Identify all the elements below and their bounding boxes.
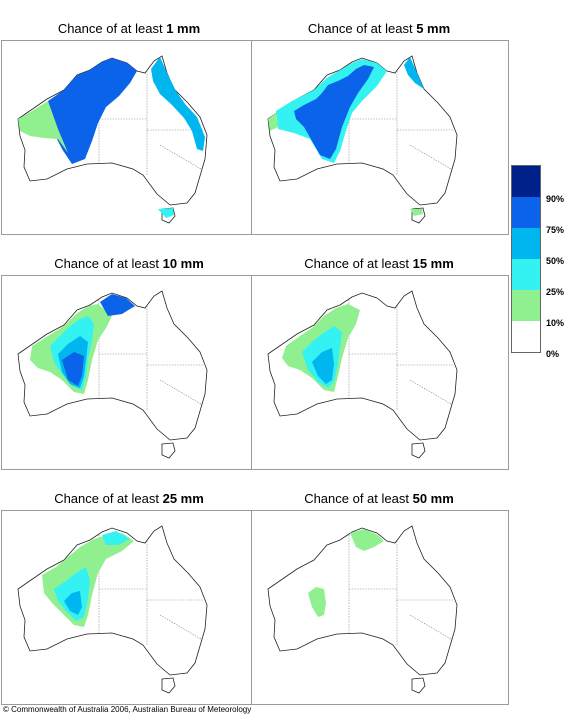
probability-fill [308,529,384,617]
title-prefix: Chance of at least [307,21,417,36]
probability-band-50-75 [151,57,205,151]
australia-land [267,525,458,676]
title-prefix: Chance of at least [54,491,163,506]
title-value: 15 mm [412,256,454,271]
australia-map [267,525,458,694]
copyright-notice: © Commonwealth of Australia 2006, Austra… [3,705,252,714]
tasmania-land [161,442,176,459]
probability-band-10-25 [308,529,384,617]
tasmania-land [411,677,426,694]
probability-band-50-75 [404,57,424,89]
legend-label-0: 0% [546,349,560,359]
map-panel-25mm [1,510,259,705]
state-borders [98,535,203,645]
panel-title-10mm: Chance of at least 10 mm [0,256,258,272]
map-panel-10mm [1,275,259,470]
title-prefix: Chance of at least [304,256,413,271]
panel-title-25mm: Chance of at least 25 mm [0,491,258,507]
legend-swatch-25-50 [512,259,540,290]
map-panel-50mm [251,510,509,705]
legend-label-50: 50% [546,256,565,266]
legend-label-25: 25% [546,287,565,297]
legend-label-75: 75% [546,225,565,235]
legend-colorbar [511,165,541,353]
probability-band-10-25 [18,101,68,153]
title-prefix: Chance of at least [54,256,163,271]
title-value: 5 mm [416,21,451,36]
legend-swatch-75-90 [512,197,540,228]
australia-map [267,55,458,224]
australia-map [267,290,458,459]
tasmania-land [411,442,426,459]
title-prefix: Chance of at least [304,491,413,506]
panel-title-50mm: Chance of at least 50 mm [250,491,508,507]
state-borders [98,300,203,410]
legend-label-90: 90% [546,194,565,204]
probability-band-75-90 [46,58,137,164]
legend-swatch-0-10 [512,321,540,352]
probability-fill [42,531,134,627]
legend-label-10: 10% [546,318,565,328]
state-borders [348,300,453,410]
state-borders [348,535,453,645]
legend-swatch-10-25 [512,290,540,321]
probability-band-50-75 [64,591,82,615]
tasmania-land [161,677,176,694]
probability-band-50-75 [312,348,334,384]
probability-band-25-50 [158,208,174,218]
panel-title-1mm: Chance of at least 1 mm [0,21,258,37]
australia-map [17,55,208,224]
map-panel-15mm [251,275,509,470]
title-value: 1 mm [166,21,201,36]
panel-title-5mm: Chance of at least 5 mm [250,21,508,37]
probability-fill [268,57,424,216]
title-value: 10 mm [162,256,204,271]
title-value: 50 mm [412,491,454,506]
probability-fill [30,294,135,394]
title-value: 25 mm [162,491,204,506]
map-panel-5mm [251,40,509,235]
probability-fill [18,57,205,218]
panel-title-15mm: Chance of at least 15 mm [250,256,508,272]
map-panel-1mm [1,40,259,235]
probability-fill [282,304,360,392]
title-prefix: Chance of at least [57,21,167,36]
probability-band-75-90 [62,294,135,386]
australia-map [17,525,208,694]
legend-swatch-90-100 [512,166,540,197]
australia-map [17,290,208,459]
legend-swatch-50-75 [512,228,540,259]
probability-band-75-90 [294,65,374,159]
